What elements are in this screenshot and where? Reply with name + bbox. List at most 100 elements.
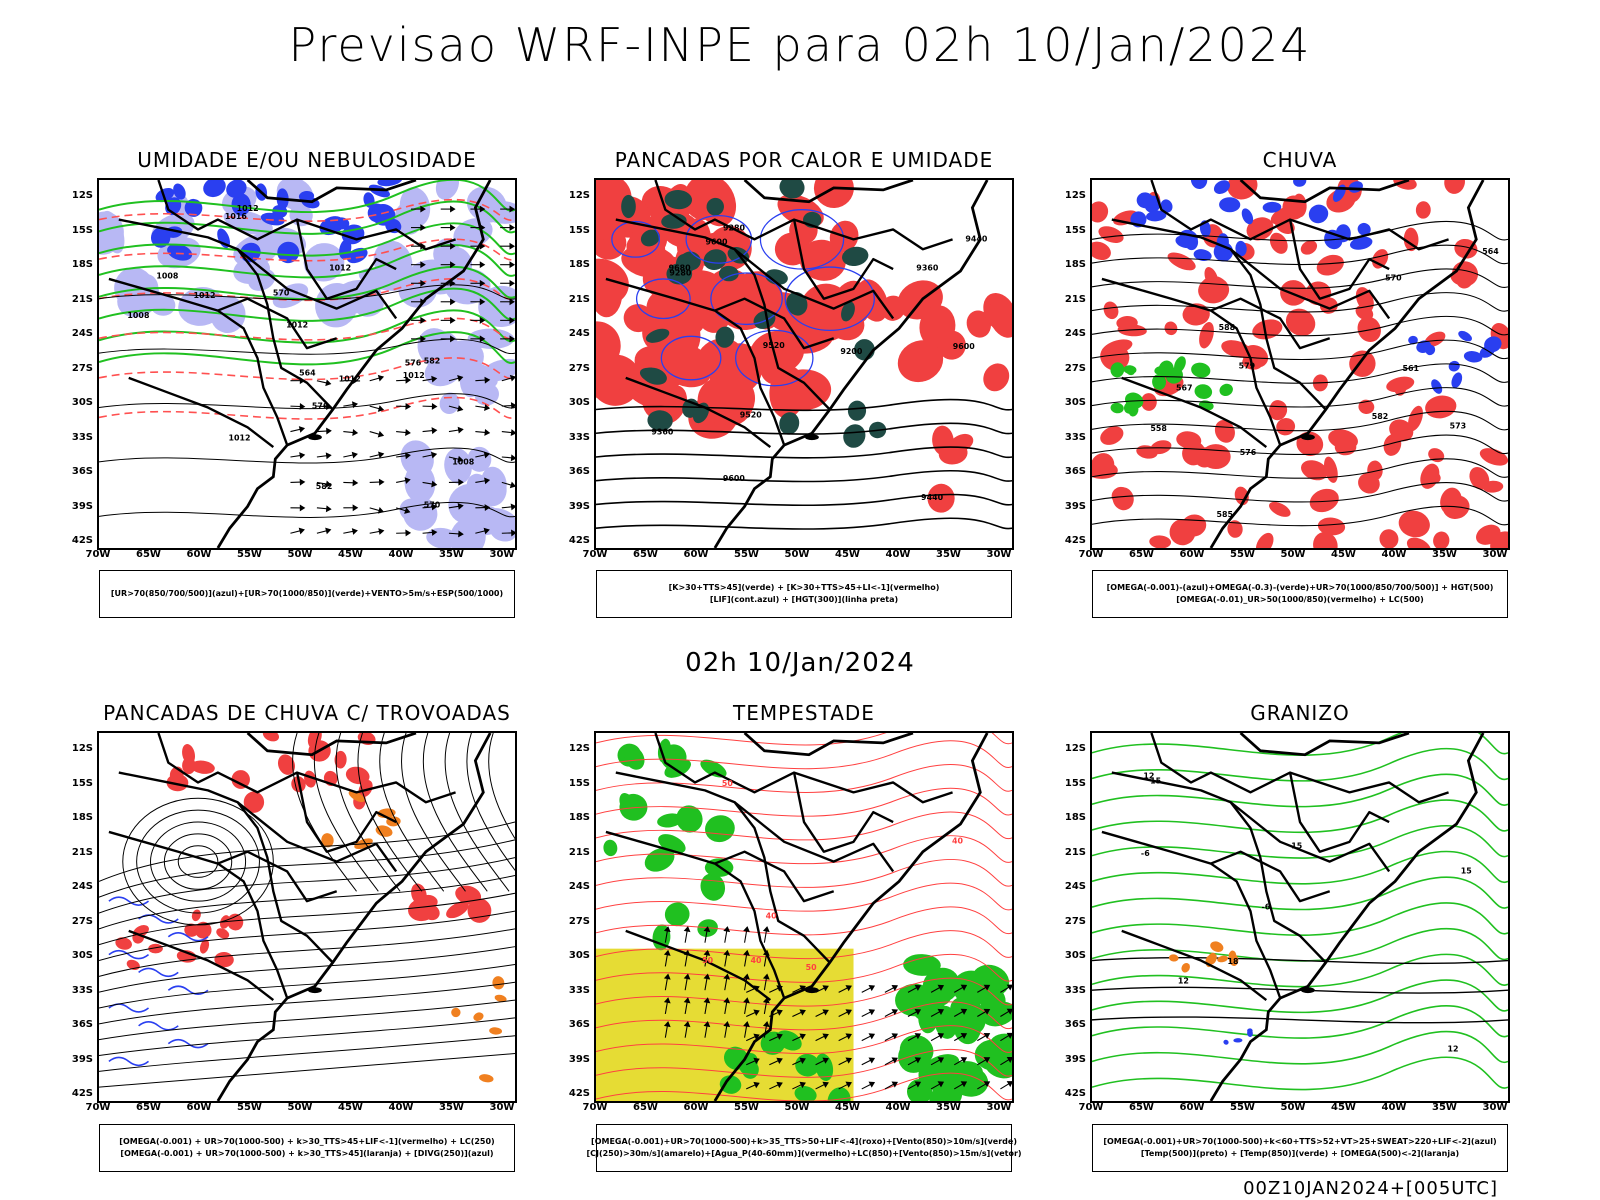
lon-tick-label: 40W bbox=[388, 549, 414, 560]
wind-arrowhead bbox=[983, 1057, 991, 1064]
temp850-green-contours bbox=[1092, 733, 1508, 1091]
border-line bbox=[295, 219, 397, 300]
lat-tick-label: 15S bbox=[568, 224, 590, 236]
heat-shower-red-areas bbox=[596, 180, 865, 439]
wind-arrowhead bbox=[1006, 1057, 1012, 1063]
lat-tick-label: 24S bbox=[71, 328, 93, 339]
contour-label: 50 bbox=[722, 779, 734, 788]
border-line bbox=[157, 180, 456, 251]
lon-tick-label: 35W bbox=[936, 1102, 961, 1113]
wind-arrowhead bbox=[509, 481, 515, 489]
wind-arrowhead bbox=[960, 1008, 968, 1015]
wind-arrowhead bbox=[479, 205, 486, 213]
country-borders bbox=[108, 733, 456, 1002]
coastline bbox=[216, 733, 492, 1101]
wind-arrowhead bbox=[351, 401, 359, 409]
contour-label: 576 bbox=[312, 401, 329, 410]
lon-tick-label: 65W bbox=[1129, 1102, 1154, 1113]
wind-arrowhead bbox=[299, 452, 306, 459]
lon-tick-label: 40W bbox=[1381, 549, 1407, 560]
country-borders bbox=[1101, 180, 1449, 449]
legend-line: [K>30+TTS>45](verde) + [K>30+TTS>45+LI<-… bbox=[668, 583, 940, 592]
wind-arrowhead bbox=[845, 1033, 852, 1040]
lat-tick-label: 24S bbox=[1064, 328, 1086, 339]
wind-arrowhead bbox=[299, 504, 306, 512]
border-line bbox=[714, 297, 835, 350]
wind-arrowhead bbox=[845, 1009, 852, 1016]
wind-arrowhead bbox=[1006, 1081, 1012, 1088]
lat-tick-label: 15S bbox=[568, 777, 590, 789]
wind-arrowhead bbox=[404, 452, 411, 460]
lat-tick-label: 42S bbox=[71, 535, 93, 546]
hail-blue-areas bbox=[1223, 1028, 1253, 1045]
contour-label: 558 bbox=[1150, 424, 1167, 433]
border-line bbox=[1210, 297, 1331, 350]
lat-tick-label: 39S bbox=[1064, 1053, 1086, 1065]
wind-arrowhead bbox=[868, 1081, 876, 1088]
lat-tick-label: 33S bbox=[1064, 431, 1086, 443]
contour-label: 582 bbox=[1372, 412, 1389, 421]
border-line bbox=[792, 219, 894, 300]
border-line bbox=[108, 277, 289, 446]
lon-tick-label: 70W bbox=[582, 549, 608, 560]
lon-tick-label: 60W bbox=[186, 1102, 212, 1113]
wind-arrowhead bbox=[299, 478, 306, 486]
contour-label: 9440 bbox=[921, 493, 944, 502]
lat-tick-label: 30S bbox=[1064, 397, 1086, 408]
wind-arrowhead bbox=[510, 402, 515, 410]
wind-arrowhead bbox=[683, 997, 691, 1004]
wind-arrowhead bbox=[377, 430, 385, 438]
contour-label: 9680 bbox=[669, 264, 692, 273]
wind-arrowhead bbox=[509, 242, 515, 250]
wind-arrowhead bbox=[404, 507, 411, 514]
border-line bbox=[654, 733, 953, 804]
thickness-red-dashed bbox=[99, 198, 515, 420]
lon-tick-label: 35W bbox=[1432, 1102, 1457, 1113]
contour-label: 567 bbox=[1176, 383, 1193, 392]
contour-label: -6 bbox=[1261, 902, 1270, 911]
wind-arrowhead bbox=[351, 528, 358, 535]
rain-green-areas bbox=[1110, 356, 1233, 417]
border-line bbox=[1288, 772, 1390, 853]
wind-arrowhead bbox=[891, 1057, 899, 1064]
wind-arrowhead bbox=[937, 1057, 945, 1064]
lat-tick-label: 18S bbox=[1064, 812, 1086, 823]
coastline bbox=[713, 180, 989, 548]
lat-tick-label: 12S bbox=[568, 190, 590, 201]
wind-arrowhead bbox=[683, 1021, 691, 1028]
lagoon-shape bbox=[307, 434, 322, 441]
heat-shower-red-south bbox=[927, 425, 974, 513]
lat-tick-label: 21S bbox=[71, 846, 93, 858]
wind-arrowhead bbox=[891, 984, 899, 992]
lon-tick-label: 65W bbox=[136, 1102, 161, 1113]
border-line bbox=[1150, 180, 1449, 251]
wind-arrowhead bbox=[776, 1057, 783, 1065]
precip-water-red-contours bbox=[596, 733, 1012, 1101]
lon-tick-label: 30W bbox=[1482, 1102, 1508, 1113]
wind-arrowhead bbox=[352, 504, 359, 512]
lon-tick-label: 45W bbox=[1331, 1102, 1356, 1113]
wind-arrowhead bbox=[431, 402, 438, 410]
contour-label: 50 bbox=[702, 956, 714, 965]
wind-arrowhead bbox=[431, 503, 438, 511]
main-title: Previsao WRF-INPE para 02h 10/Jan/2024 bbox=[288, 18, 1312, 72]
wind-arrowhead bbox=[822, 985, 829, 992]
legend-line: [OMEGA(-0.001)-(azul)+OMEGA(-0.3)-(verde… bbox=[1106, 583, 1494, 592]
contour-label: 570 bbox=[1385, 274, 1402, 283]
lat-tick-label: 39S bbox=[568, 1053, 590, 1065]
valid-time-label: 02h 10/Jan/2024 bbox=[685, 648, 915, 678]
wind-arrowhead bbox=[378, 478, 385, 486]
contour-labels: 585 582 579 576 573 570 567 564 561 558 588 bbox=[1150, 247, 1499, 519]
contour-label: 9520 bbox=[740, 411, 763, 420]
country-borders bbox=[605, 733, 953, 1002]
wind-arrowhead bbox=[762, 926, 770, 933]
wind-arrowhead bbox=[776, 1081, 783, 1089]
contour-label: 9600 bbox=[705, 237, 728, 246]
lat-tick-label: 39S bbox=[71, 500, 93, 512]
wind-arrowhead bbox=[845, 985, 852, 992]
panel-legend: [OMEGA(-0.001)-(azul)+OMEGA(-0.3)-(verde… bbox=[1092, 570, 1508, 618]
lon-tick-label: 65W bbox=[633, 1102, 658, 1113]
contour-labels: 9600 9600 9520 9440 9360 9280 9200 9600 9520 9440… bbox=[651, 223, 987, 502]
border-line bbox=[625, 929, 772, 1002]
lat-tick-label: 12S bbox=[71, 743, 93, 754]
